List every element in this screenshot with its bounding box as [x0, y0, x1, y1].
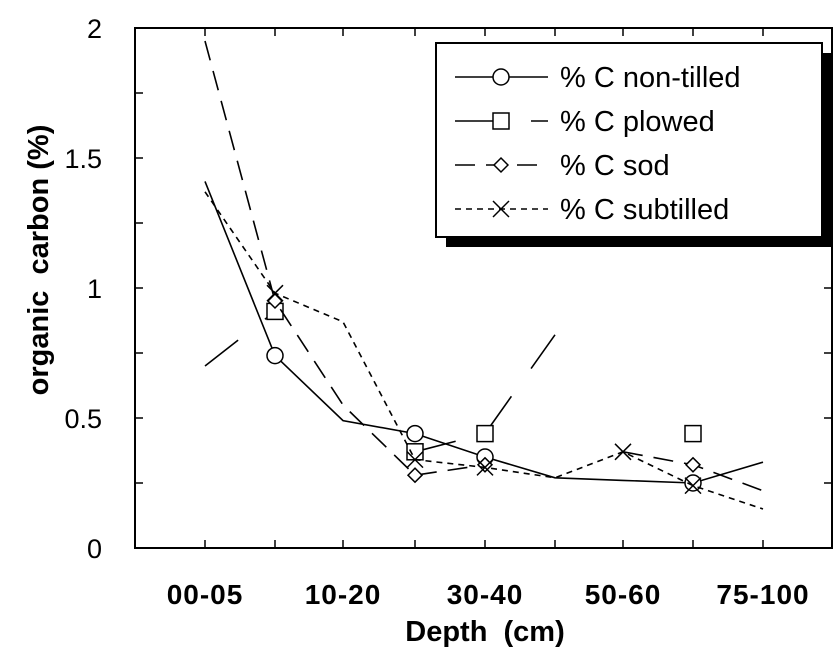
y-tick-label: 1: [87, 274, 102, 304]
y-tick-label: 0.5: [64, 404, 102, 434]
x-tick-label: 75-100: [716, 579, 809, 610]
series-line: [414, 334, 556, 453]
x-tick-label: 00-05: [167, 579, 244, 610]
data-point-diamond: [684, 456, 702, 473]
y-axis-label: organic carbon (%): [23, 125, 55, 396]
legend-marker-square: [492, 112, 510, 130]
y-tick-label: 1.5: [64, 144, 102, 174]
y-tick-label: 0: [87, 534, 102, 564]
data-point-square: [684, 424, 702, 443]
series-x: [204, 191, 764, 510]
data-point-circle: [406, 424, 424, 443]
legend-label: % C subtilled: [560, 194, 729, 226]
x-marker-stroke: [406, 451, 424, 469]
x-tick-label: 30-40: [447, 579, 524, 610]
legend-marker-diamond: [492, 156, 510, 174]
legend-label: % C non-tilled: [560, 62, 741, 94]
data-point-x: [406, 451, 424, 469]
data-point-square: [406, 443, 424, 461]
x-marker-stroke: [266, 284, 284, 302]
axes-layer: 0 0.5 1 1.5 2 00-05 10-20 30-40 50-60 75-100: [64, 14, 833, 610]
legend: % C non-tilled % C plowed % C sod % C subti…: [435, 42, 832, 247]
legend-marker-x: [492, 200, 510, 218]
legend-marker-circle: [492, 68, 510, 86]
data-point-diamond: [406, 467, 424, 484]
x-marker-stroke: [614, 443, 632, 461]
data-point-circle: [684, 474, 702, 492]
x-tick-label: 10-20: [305, 579, 382, 610]
x-marker-stroke: [684, 477, 702, 495]
y-tick-label: 2: [87, 14, 102, 44]
series-layer: [204, 40, 764, 510]
data-point-circle: [266, 346, 284, 365]
series-line: [204, 310, 276, 367]
x-tick-label: 50-60: [585, 579, 662, 610]
data-point-x: [614, 443, 632, 461]
data-point-x: [476, 458, 494, 476]
x-marker-stroke: [492, 200, 510, 218]
x-axis-label: Depth (cm): [405, 616, 565, 648]
data-point-x: [684, 477, 702, 495]
data-point-x: [266, 284, 284, 302]
series-square: [204, 302, 702, 461]
legend-label: % C sod: [560, 150, 670, 182]
x-marker-stroke: [476, 458, 494, 476]
legend-label: % C plowed: [560, 106, 715, 138]
data-point-square: [476, 424, 494, 443]
